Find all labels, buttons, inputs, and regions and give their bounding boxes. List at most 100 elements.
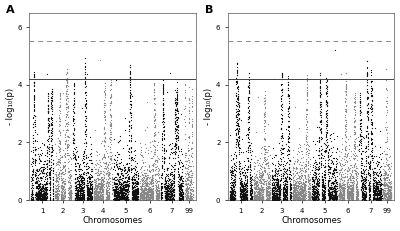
Point: [73, 151, 79, 154]
Point: [366, 187, 372, 191]
Point: [245, 120, 251, 124]
Point: [168, 195, 175, 198]
Point: [248, 185, 254, 189]
Point: [304, 112, 310, 116]
Point: [298, 186, 304, 190]
Point: [137, 198, 144, 202]
Point: [189, 151, 195, 155]
Point: [264, 189, 271, 193]
Point: [368, 131, 374, 135]
Point: [142, 173, 148, 176]
Point: [363, 159, 369, 162]
Point: [37, 195, 44, 198]
Point: [229, 187, 236, 191]
Point: [331, 194, 338, 198]
Point: [250, 160, 257, 164]
Point: [144, 198, 150, 202]
Point: [293, 182, 299, 185]
Point: [106, 195, 112, 199]
Point: [40, 191, 47, 195]
Point: [258, 196, 265, 199]
Point: [280, 167, 286, 170]
Point: [343, 90, 349, 94]
Point: [44, 123, 51, 127]
Point: [172, 136, 178, 140]
Point: [384, 198, 390, 201]
Point: [332, 196, 339, 200]
Point: [321, 196, 328, 200]
Point: [187, 182, 193, 186]
Point: [252, 154, 258, 158]
Point: [128, 139, 134, 143]
Point: [146, 195, 153, 198]
Point: [84, 167, 90, 171]
Point: [137, 195, 144, 199]
Point: [375, 180, 382, 184]
Point: [102, 93, 108, 97]
Point: [122, 179, 128, 183]
Point: [151, 81, 158, 85]
Point: [326, 165, 332, 169]
Point: [372, 127, 378, 130]
Point: [105, 193, 112, 197]
Point: [127, 92, 134, 96]
Point: [387, 154, 393, 158]
Point: [89, 188, 95, 192]
Point: [344, 190, 351, 194]
Point: [61, 194, 68, 198]
Point: [112, 191, 118, 195]
Point: [342, 84, 349, 88]
Point: [347, 166, 353, 170]
Point: [354, 195, 360, 199]
Point: [35, 191, 42, 195]
Point: [339, 197, 346, 201]
Point: [338, 189, 345, 192]
Point: [114, 196, 120, 200]
Point: [315, 189, 322, 193]
Point: [376, 191, 382, 195]
Point: [280, 196, 287, 200]
Point: [357, 100, 363, 103]
Point: [259, 188, 266, 192]
Point: [41, 171, 47, 175]
Point: [360, 197, 366, 200]
Point: [32, 163, 38, 167]
Point: [173, 133, 180, 137]
Point: [152, 158, 158, 162]
Point: [171, 167, 178, 171]
Point: [258, 196, 265, 200]
Point: [377, 196, 384, 200]
Point: [40, 189, 46, 193]
Point: [285, 106, 291, 109]
Point: [74, 196, 81, 200]
Point: [231, 174, 237, 178]
Point: [123, 191, 130, 195]
Point: [240, 195, 246, 199]
Point: [372, 193, 378, 197]
Point: [297, 196, 303, 200]
Point: [36, 197, 42, 201]
Point: [315, 153, 321, 157]
Point: [234, 85, 240, 89]
Point: [55, 182, 61, 185]
Point: [113, 188, 119, 191]
Point: [148, 197, 155, 200]
Point: [68, 184, 74, 188]
Point: [46, 134, 52, 138]
Point: [178, 188, 185, 191]
Point: [273, 182, 279, 186]
Point: [150, 191, 156, 195]
Point: [74, 195, 81, 199]
Point: [272, 197, 278, 201]
Point: [262, 110, 268, 114]
Point: [373, 181, 380, 185]
Point: [242, 193, 249, 196]
Point: [40, 183, 46, 186]
Point: [255, 191, 262, 195]
Point: [190, 195, 196, 199]
Point: [130, 189, 136, 193]
Point: [96, 195, 102, 199]
Point: [94, 194, 100, 198]
Point: [188, 104, 195, 107]
Point: [294, 186, 301, 190]
